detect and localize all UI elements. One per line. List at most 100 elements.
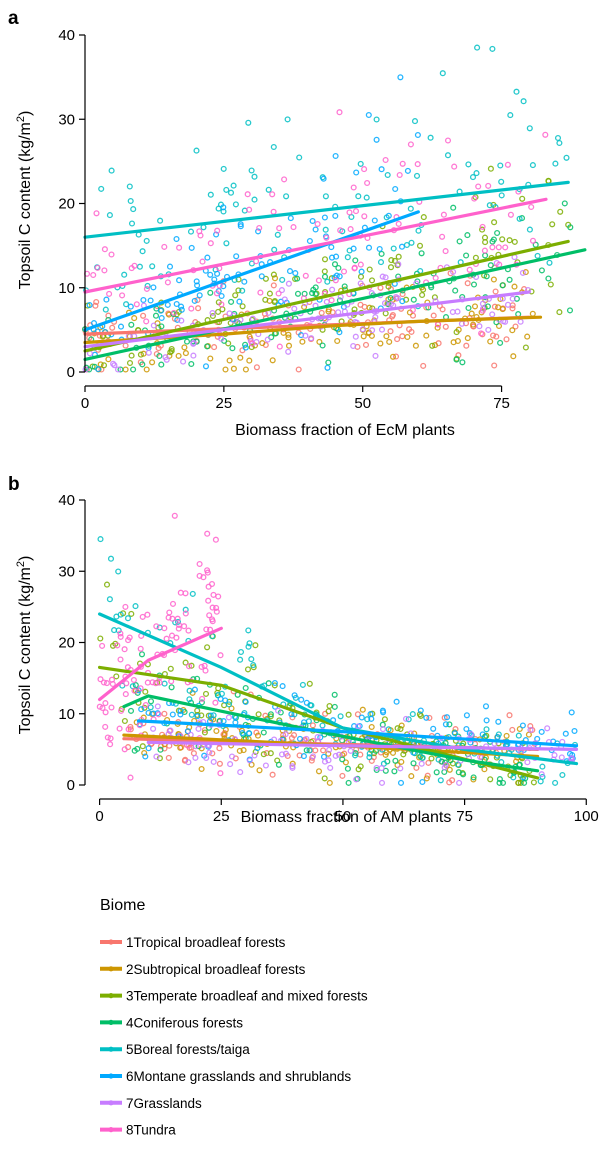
scatter-point <box>305 718 312 725</box>
scatter-point <box>90 271 97 279</box>
scatter-point <box>303 747 310 754</box>
scatter-point <box>150 725 157 732</box>
scatter-point <box>321 775 328 782</box>
scatter-point <box>147 297 154 304</box>
scatter-point <box>86 366 93 373</box>
scatter-point <box>258 273 265 280</box>
scatter-point <box>414 131 421 139</box>
scatter-point <box>248 344 255 351</box>
scatter-point <box>566 307 574 314</box>
scatter-point <box>168 347 175 355</box>
scatter-point <box>357 261 364 268</box>
scatter-point <box>396 171 403 179</box>
scatter-point <box>491 219 498 226</box>
scatter-point <box>128 610 135 617</box>
scatter-point <box>279 276 286 283</box>
scatter-point <box>221 702 228 709</box>
scatter-point <box>393 698 400 705</box>
scatter-point <box>549 221 556 228</box>
scatter-point <box>491 362 498 369</box>
trend-line-series-5 <box>83 180 570 239</box>
scatter-point <box>168 684 175 691</box>
scatter-point <box>216 745 223 752</box>
scatter-point <box>199 695 206 702</box>
scatter-point <box>237 769 244 776</box>
scatter-point <box>99 642 106 649</box>
scatter-point <box>392 185 399 193</box>
scatter-point <box>439 70 446 77</box>
scatter-point <box>177 744 184 751</box>
scatter-point <box>382 767 389 774</box>
legend-key-dot <box>108 1046 114 1052</box>
scatter-point <box>255 228 262 235</box>
scatter-point <box>117 633 124 640</box>
scatter-point <box>275 290 282 297</box>
scatter-point <box>164 301 171 308</box>
scatter-point <box>336 109 343 116</box>
scatter-point <box>218 690 225 697</box>
scatter-point <box>153 753 160 760</box>
scatter-point <box>489 311 496 318</box>
scatter-point <box>440 211 447 218</box>
scatter-point <box>291 305 298 312</box>
scatter-point <box>251 752 258 759</box>
scatter-point <box>141 749 148 757</box>
scatter-point <box>315 768 323 775</box>
scatter-point <box>202 363 210 370</box>
scatter-point <box>185 627 192 634</box>
scatter-point <box>489 45 496 52</box>
legend-entry-label: 6Montane grasslands and shrublands <box>126 1069 351 1084</box>
scatter-point <box>225 714 232 721</box>
scatter-point <box>408 328 415 335</box>
scatter-point <box>236 298 243 305</box>
scatter-point <box>137 685 144 692</box>
scatter-point <box>212 699 219 706</box>
scatter-point <box>230 182 237 189</box>
scatter-point <box>326 746 333 753</box>
scatter-point <box>269 191 276 198</box>
scatter-point <box>413 764 420 771</box>
scatter-point <box>285 280 292 287</box>
scatter-point <box>139 613 146 620</box>
scatter-point <box>571 727 578 735</box>
scatter-point <box>493 333 500 340</box>
scatter-point <box>207 355 214 362</box>
scatter-point <box>101 246 108 253</box>
scatter-point <box>292 270 299 277</box>
scatter-point <box>389 353 397 360</box>
scatter-point <box>519 195 526 202</box>
scatter-point <box>486 202 493 209</box>
scatter-point <box>420 362 427 369</box>
panel-a-x-tick-label: 50 <box>354 395 371 412</box>
panel-b-x-tick-label: 75 <box>456 808 473 825</box>
scatter-point <box>296 735 304 742</box>
scatter-point <box>119 292 126 299</box>
scatter-point <box>136 263 143 270</box>
scatter-point <box>368 715 375 722</box>
scatter-point <box>442 721 449 728</box>
scatter-point <box>138 706 145 713</box>
scatter-point <box>441 764 448 771</box>
scatter-point <box>260 729 267 736</box>
scatter-point <box>333 253 340 260</box>
scatter-point <box>239 303 246 310</box>
scatter-point <box>192 754 199 761</box>
scatter-point <box>394 336 401 343</box>
scatter-point <box>142 753 149 760</box>
scatter-point <box>379 726 387 733</box>
scatter-point <box>325 359 332 366</box>
scatter-point <box>502 244 509 251</box>
scatter-point <box>407 205 414 212</box>
scatter-point <box>390 245 397 252</box>
scatter-point <box>398 758 405 765</box>
scatter-point <box>485 326 492 333</box>
scatter-point <box>182 590 189 597</box>
scatter-point <box>182 610 189 617</box>
scatter-point <box>190 352 197 359</box>
scatter-point <box>473 170 480 177</box>
scatter-point <box>109 324 116 331</box>
scatter-point <box>408 773 415 780</box>
scatter-point <box>121 646 128 653</box>
scatter-point <box>331 703 338 710</box>
scatter-point <box>312 226 319 233</box>
